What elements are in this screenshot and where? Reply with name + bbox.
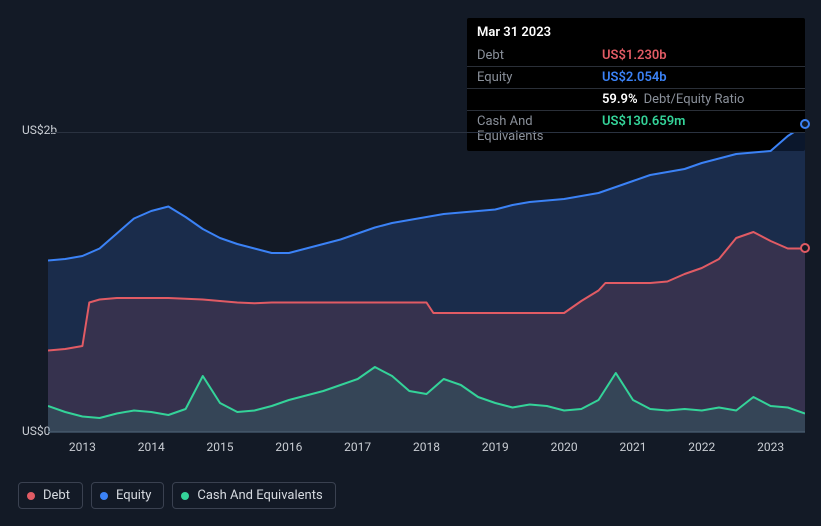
chart-container: Mar 31 2023 DebtUS$1.230bEquityUS$2.054b… (0, 0, 821, 526)
legend-item-equity[interactable]: Equity (91, 482, 164, 509)
x-axis-labels: 2013 2014 2015 2016 2017 2018 2019 2020 2021 2022… (48, 440, 805, 460)
chart-svg (48, 133, 805, 433)
y-axis-bottom-label: US$0 (22, 424, 50, 438)
x-axis-tick-label: 2013 (69, 440, 96, 454)
tooltip-label (477, 92, 602, 107)
legend-item-cash-and-equivalents[interactable]: Cash And Equivalents (172, 482, 335, 509)
tooltip-label: Debt (477, 48, 602, 63)
tooltip-date: Mar 31 2023 (467, 22, 805, 45)
series-end-dot-equity (800, 119, 810, 129)
x-axis-tick-label: 2021 (619, 440, 646, 454)
tooltip-label: Equity (477, 70, 602, 85)
legend-item-debt[interactable]: Debt (18, 482, 83, 509)
tooltip-value: US$1.230b (602, 48, 667, 63)
tooltip-row: 59.9%Debt/Equity Ratio (467, 89, 805, 111)
x-axis-tick-label: 2022 (688, 440, 715, 454)
x-axis-tick-label: 2023 (757, 440, 784, 454)
tooltip-value: US$2.054b (602, 70, 667, 85)
tooltip-row: EquityUS$2.054b (467, 67, 805, 89)
x-axis-tick-label: 2019 (482, 440, 509, 454)
legend-dot-icon (100, 492, 108, 500)
tooltip-row: DebtUS$1.230b (467, 45, 805, 67)
x-axis-tick-label: 2018 (413, 440, 440, 454)
x-axis-tick-label: 2016 (275, 440, 302, 454)
x-axis-tick-label: 2017 (344, 440, 371, 454)
chart-plot-area (48, 132, 805, 432)
x-axis-tick-label: 2020 (551, 440, 578, 454)
legend-label: Cash And Equivalents (197, 488, 322, 503)
x-axis-tick-label: 2015 (207, 440, 234, 454)
tooltip-value: 59.9%Debt/Equity Ratio (602, 92, 744, 107)
legend-dot-icon (181, 492, 189, 500)
x-axis-tick-label: 2014 (138, 440, 165, 454)
legend-label: Debt (43, 488, 70, 503)
series-end-dot-debt (800, 243, 810, 253)
chart-legend: Debt Equity Cash And Equivalents (18, 482, 336, 509)
legend-label: Equity (116, 488, 151, 503)
tooltip-sublabel: Debt/Equity Ratio (644, 92, 745, 107)
legend-dot-icon (27, 492, 35, 500)
